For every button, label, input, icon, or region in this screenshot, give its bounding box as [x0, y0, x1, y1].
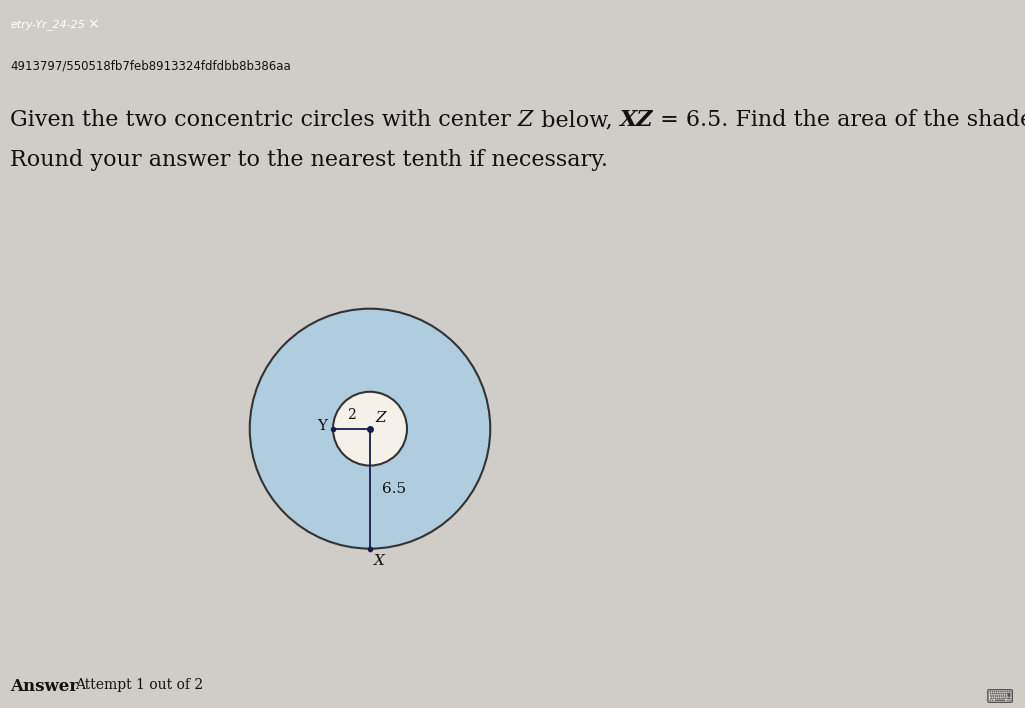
Text: etry-Yr_24-25: etry-Yr_24-25 [10, 19, 85, 30]
Text: Y: Y [317, 418, 327, 433]
Text: 4913797/550518fb7feb8913324fdfdbb8b386aa: 4913797/550518fb7feb8913324fdfdbb8b386aa [10, 59, 291, 72]
Text: Z: Z [518, 110, 533, 132]
Text: ×: × [87, 18, 98, 32]
Circle shape [250, 309, 490, 549]
Text: below,: below, [533, 110, 619, 132]
Text: Z: Z [375, 411, 385, 425]
Text: Attempt 1 out of 2: Attempt 1 out of 2 [75, 678, 203, 692]
Text: ⌨: ⌨ [986, 688, 1014, 707]
Text: 6.5: 6.5 [382, 481, 406, 496]
Text: X: X [374, 554, 384, 568]
Text: Answer: Answer [10, 678, 78, 695]
Text: 2: 2 [347, 408, 356, 422]
Text: = 6.5. Find the area of the shaded region.: = 6.5. Find the area of the shaded regio… [653, 110, 1025, 132]
Text: XZ: XZ [619, 110, 653, 132]
Circle shape [333, 392, 407, 466]
Text: Round your answer to the nearest tenth if necessary.: Round your answer to the nearest tenth i… [10, 149, 608, 171]
Text: Given the two concentric circles with center: Given the two concentric circles with ce… [10, 110, 518, 132]
